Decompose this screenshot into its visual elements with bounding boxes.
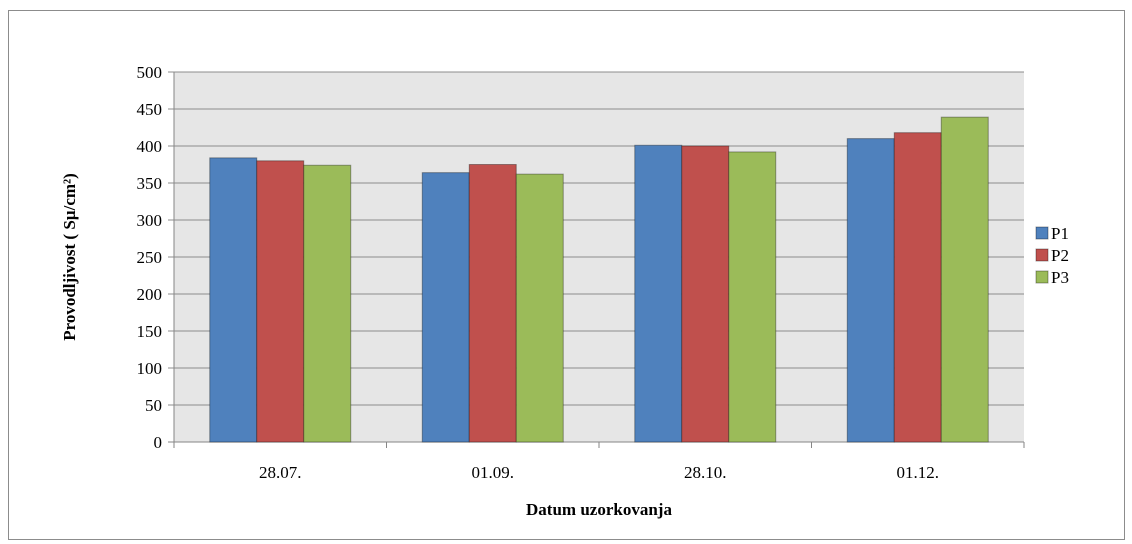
x-tick-label: 28.07. — [259, 463, 302, 482]
bar-p1-3 — [846, 138, 895, 443]
bar-p3-3 — [940, 116, 989, 443]
y-tick-label: 450 — [137, 100, 163, 119]
x-tick-label: 01.09. — [472, 463, 515, 482]
legend: P1 P2 P3 — [1035, 224, 1069, 287]
y-tick-label: 300 — [137, 211, 163, 230]
legend-swatch-p2 — [1035, 248, 1049, 262]
y-tick-label: 100 — [137, 359, 163, 378]
y-tick-label: 250 — [137, 248, 163, 267]
y-axis-title: Provodljivost ( Sµ/cm²) — [60, 173, 79, 341]
legend-label-p1: P1 — [1051, 224, 1069, 243]
bar-chart: 0 50 100 150 200 250 300 350 400 450 500 28.07. 01.… — [60, 63, 1069, 519]
legend-swatch-p1 — [1035, 226, 1049, 240]
chart-frame: 0 50 100 150 200 250 300 350 400 450 500 28.07. 01.… — [8, 10, 1125, 540]
y-tick-label: 500 — [137, 63, 163, 82]
bar-p2-2 — [681, 145, 730, 443]
bar-p1-1 — [421, 172, 470, 443]
y-tick-label: 0 — [154, 433, 163, 452]
y-tick-label: 350 — [137, 174, 163, 193]
bar-p2-1 — [468, 164, 517, 443]
x-tick-label: 28.10. — [684, 463, 727, 482]
bar-p3-2 — [728, 151, 777, 443]
y-tick-label: 150 — [137, 322, 163, 341]
bar-p1-2 — [634, 144, 683, 443]
x-axis-ticks: 28.07. 01.09. 28.10. 01.12. — [259, 463, 939, 482]
legend-label-p2: P2 — [1051, 246, 1069, 265]
x-tick-label: 01.12. — [897, 463, 940, 482]
bar-p3-1 — [515, 173, 564, 443]
y-tick-label: 200 — [137, 285, 163, 304]
legend-swatch-p3 — [1035, 270, 1049, 284]
legend-label-p3: P3 — [1051, 268, 1069, 287]
plot-area — [168, 71, 1025, 448]
y-axis-ticks: 0 50 100 150 200 250 300 350 400 450 500 — [137, 63, 163, 452]
y-tick-label: 50 — [145, 396, 162, 415]
bar-p3-0 — [303, 164, 352, 443]
y-tick-label: 400 — [137, 137, 163, 156]
bar-p2-3 — [893, 132, 942, 443]
bar-p1-0 — [209, 157, 258, 443]
x-axis-title: Datum uzorkovanja — [526, 500, 672, 519]
bar-p2-0 — [256, 160, 305, 443]
